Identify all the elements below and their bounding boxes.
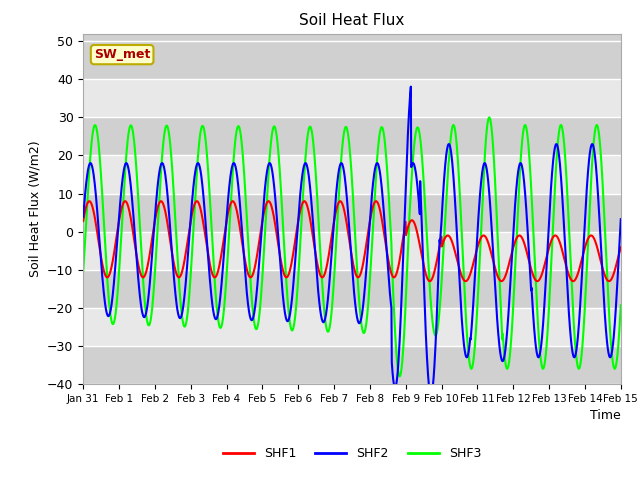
Title: Soil Heat Flux: Soil Heat Flux: [300, 13, 404, 28]
X-axis label: Time: Time: [590, 409, 621, 422]
Bar: [83, 232, 621, 270]
Text: SW_met: SW_met: [94, 48, 150, 61]
Bar: [83, 308, 621, 346]
Bar: [83, 79, 621, 118]
Legend: SHF1, SHF2, SHF3: SHF1, SHF2, SHF3: [218, 443, 486, 465]
Y-axis label: Soil Heat Flux (W/m2): Soil Heat Flux (W/m2): [29, 141, 42, 277]
Bar: [83, 156, 621, 193]
